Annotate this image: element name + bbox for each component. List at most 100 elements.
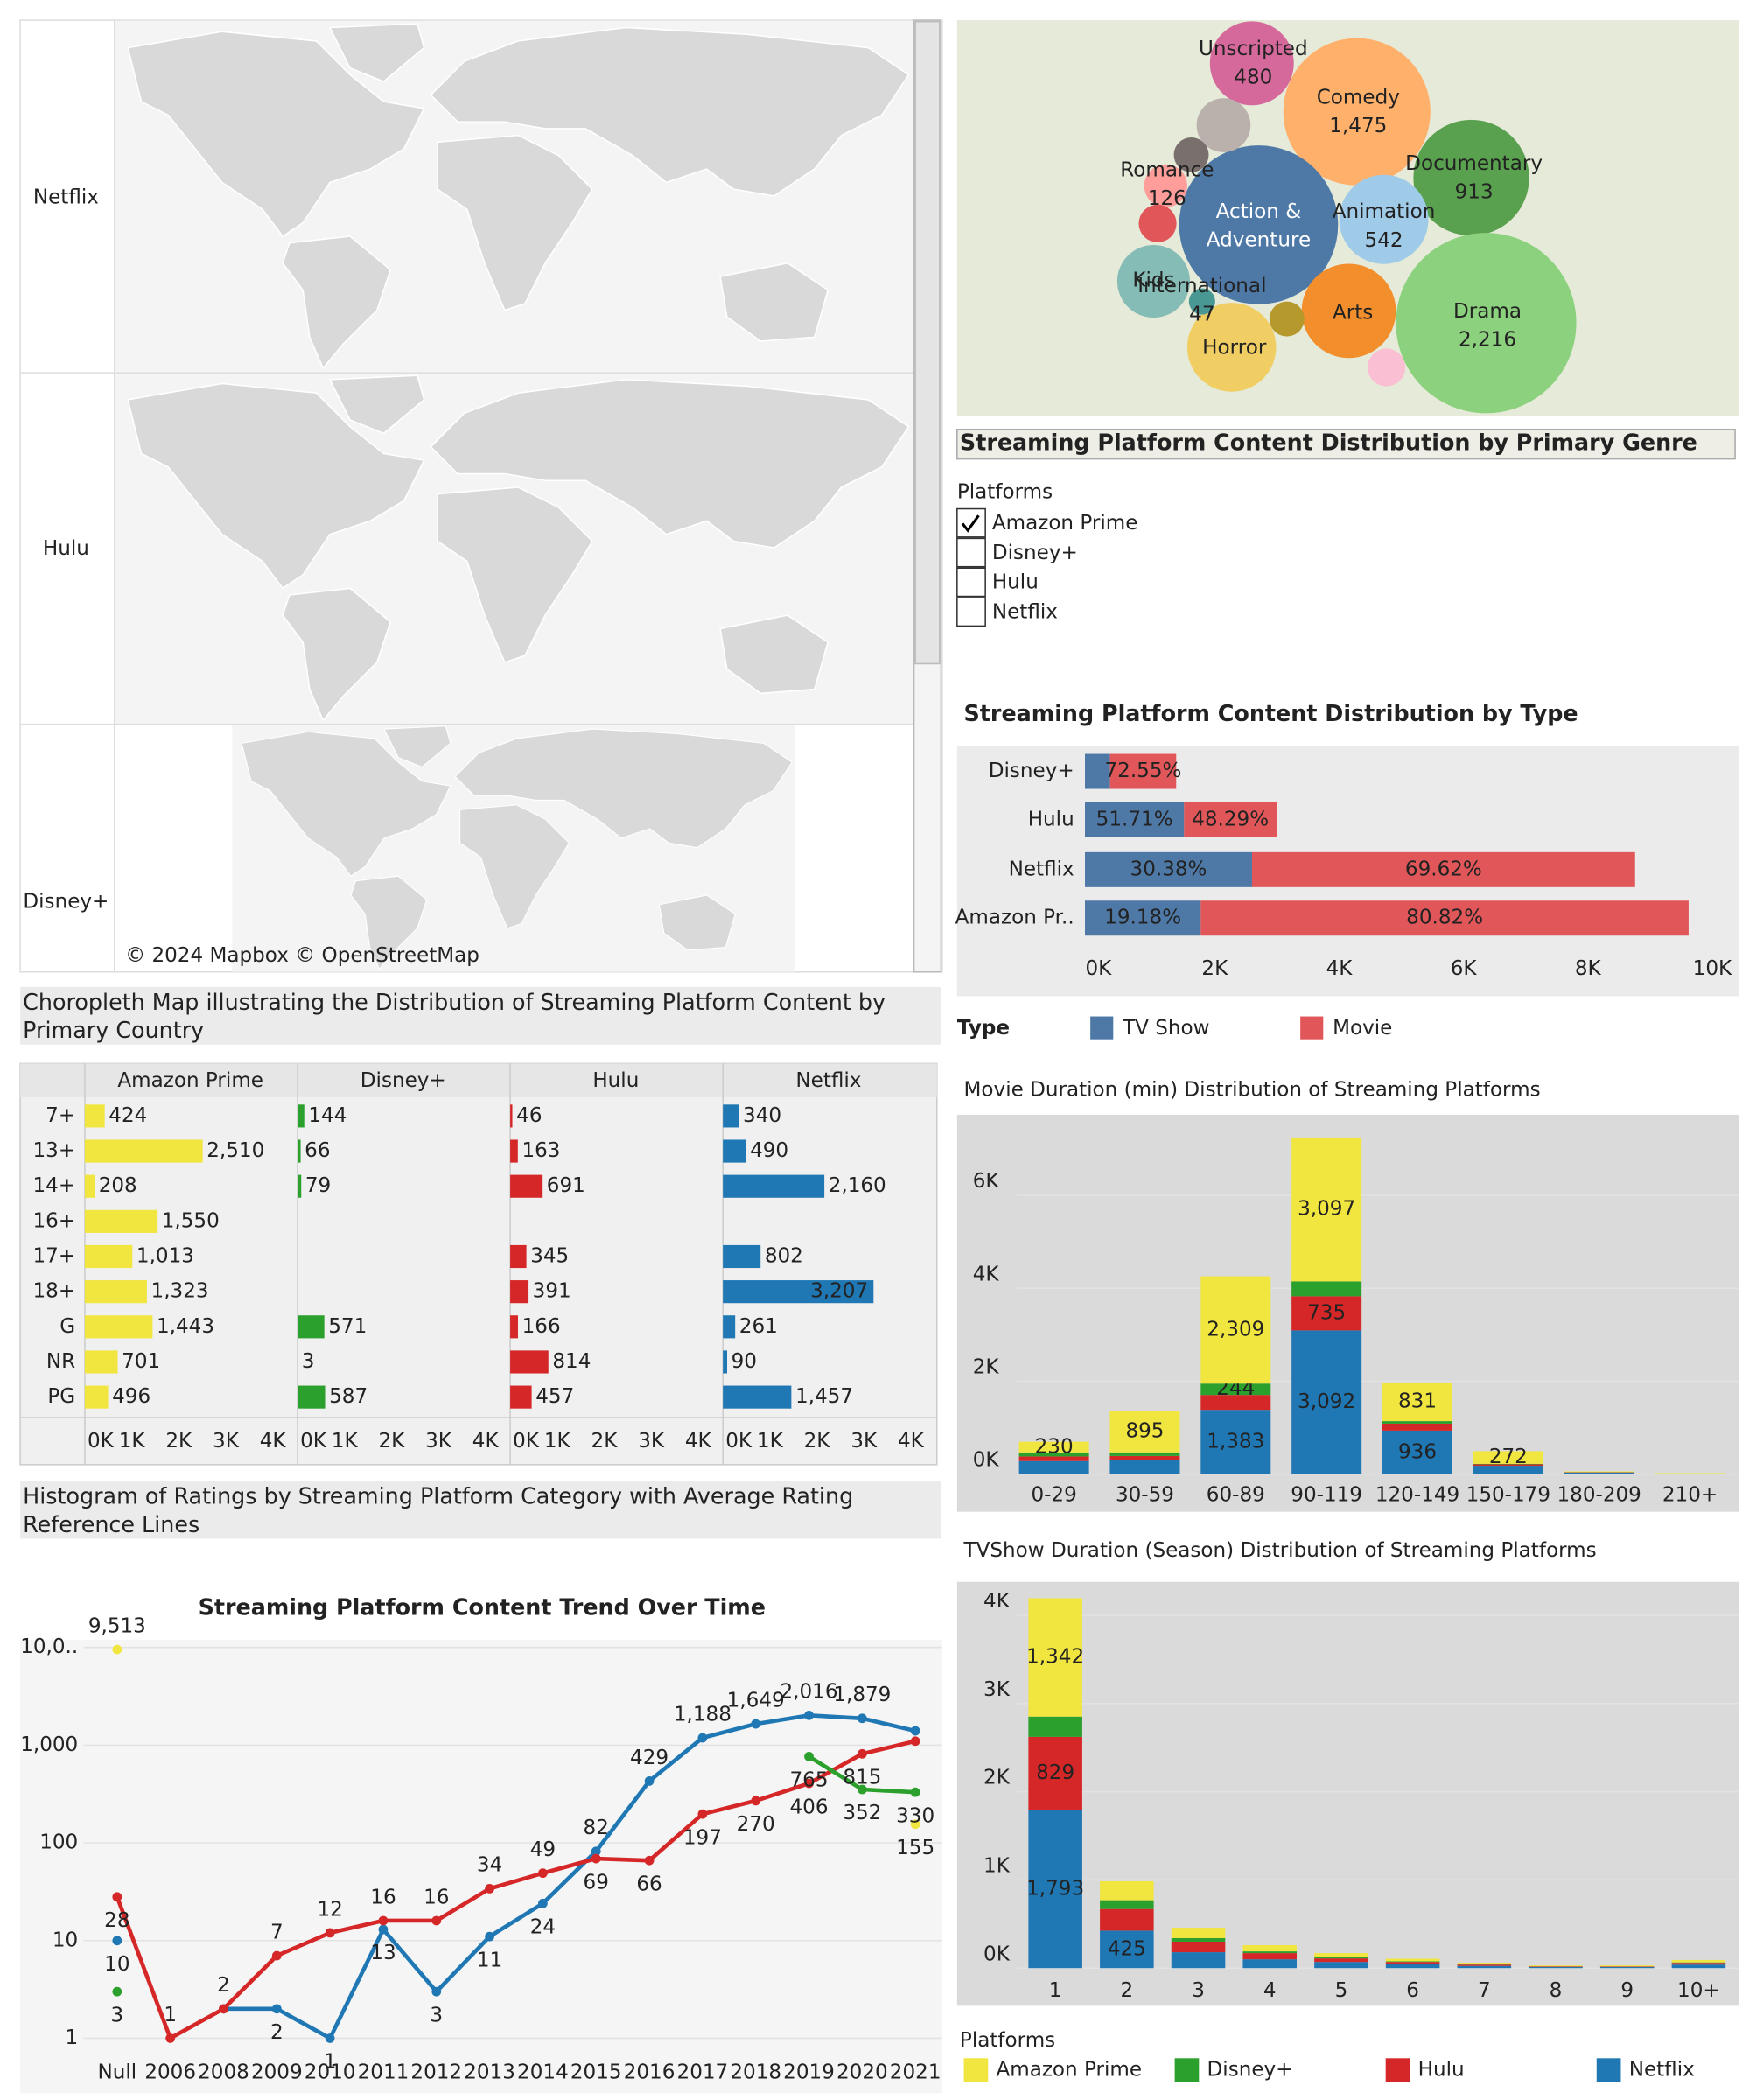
filter-option[interactable]: Amazon Prime: [956, 508, 1138, 538]
y-tick-label: 0K: [973, 1449, 1000, 1472]
bar-segment: [1085, 900, 1201, 936]
panel-header: Netflix: [795, 1069, 861, 1092]
checkbox[interactable]: [956, 567, 986, 598]
bar-segment: [1018, 1460, 1089, 1474]
bar-segment: [1028, 1716, 1082, 1737]
x-tick-label: 2006: [144, 2062, 196, 2084]
bar-label: 30.38%: [1130, 858, 1208, 880]
bubble-label-box: Romance: [1120, 158, 1214, 182]
bar-segment: [1200, 1410, 1271, 1474]
checkbox[interactable]: [956, 597, 986, 627]
checkbox[interactable]: [956, 537, 986, 568]
bubble: [1173, 136, 1209, 172]
point: [112, 1644, 122, 1655]
row-label: 17+: [32, 1245, 75, 1268]
bar-segment: [1171, 1928, 1226, 1938]
bubble-label-box: Animation: [1332, 199, 1436, 224]
x-tick-label: 4: [1264, 1979, 1277, 2002]
bubble-label: Action & Adventure: [1206, 199, 1312, 252]
panel-header: Amazon Prime: [117, 1069, 263, 1092]
x-tick-label: 2013: [464, 2062, 515, 2084]
bar: [84, 1139, 203, 1163]
row-label: 7+: [46, 1104, 75, 1127]
x-tick-label: 2017: [677, 2062, 729, 2084]
bar-segment: [1457, 1963, 1512, 1964]
panel-label: Netflix: [33, 186, 99, 209]
bubble-value: 2,216: [1459, 329, 1516, 352]
filter-label: Amazon Prime: [992, 512, 1138, 535]
plot-bg: [956, 1581, 1740, 2006]
point: [538, 1898, 548, 1908]
row-label: PG: [47, 1385, 75, 1408]
point: [910, 1736, 920, 1746]
bar-segment: [1251, 851, 1635, 887]
point: [910, 1787, 920, 1797]
bubble-value: 480: [1234, 66, 1272, 89]
filter-label: Disney+: [992, 542, 1078, 564]
point: [644, 1855, 654, 1866]
line: [115, 1739, 916, 2041]
bar-segment: [1314, 1958, 1368, 1963]
bar-segment: [1671, 1962, 1726, 1964]
x-tick-label: 2K: [378, 1430, 405, 1452]
filter-option[interactable]: Netflix: [956, 597, 1058, 627]
bar-segment: [1200, 900, 1689, 936]
x-tick-label: 8: [1550, 1979, 1563, 2002]
legend-label: Movie: [1333, 1017, 1392, 1040]
bubble-label: Animation: [1332, 199, 1436, 224]
bubble: [1301, 263, 1396, 359]
bubble-label-box: Arts: [1332, 300, 1374, 325]
x-tick-label: 150-179: [1466, 1484, 1550, 1507]
data-label: 49: [530, 1838, 556, 1861]
y-tick-label: Amazon Pr..: [956, 906, 1074, 929]
data-label: 12: [317, 1898, 342, 1921]
data-label: 10: [104, 1953, 130, 1976]
bar-segment: [1110, 1452, 1180, 1456]
filter-option[interactable]: Disney+: [956, 537, 1078, 568]
bubble-value: 542: [1365, 229, 1404, 252]
x-tick-label: 10+: [1677, 1979, 1720, 2002]
x-tick-label: 0K: [1085, 957, 1112, 980]
bar-segment: [1110, 1460, 1180, 1474]
bar-segment: [1473, 1466, 1544, 1474]
y-tick-label: 2K: [984, 1767, 1011, 1789]
bar-segment: [1242, 1959, 1297, 1969]
x-tick-label: 4K: [685, 1430, 712, 1452]
bar: [84, 1280, 147, 1304]
bar-label: 272: [1489, 1446, 1528, 1468]
row-label: G: [60, 1315, 75, 1338]
x-tick-label: 6: [1406, 1979, 1419, 2002]
y-tick-label: Disney+: [989, 760, 1074, 782]
bar-segment: [1600, 1967, 1655, 1969]
data-label: 352: [843, 1802, 881, 1824]
point: [751, 1718, 761, 1729]
x-tick-label: 1K: [757, 1430, 784, 1452]
legend-swatch: [1385, 2058, 1410, 2082]
chart-title-box: Histogram of Ratings by Streaming Platfo…: [20, 1480, 942, 1539]
x-tick-label: 180-209: [1558, 1484, 1642, 1507]
bar-label: 802: [765, 1245, 803, 1268]
scrollbar-thumb[interactable]: [914, 20, 941, 665]
point: [910, 1819, 920, 1830]
data-label: 2: [270, 2021, 284, 2044]
point: [644, 1776, 654, 1786]
bar-label: 3,097: [1298, 1198, 1355, 1221]
bar: [84, 1315, 153, 1339]
bar-segment: [1100, 1900, 1154, 1909]
row-label: 18+: [32, 1280, 75, 1303]
row-label: 13+: [32, 1139, 75, 1162]
x-tick-label: 9: [1620, 1979, 1634, 2002]
bar: [510, 1244, 527, 1269]
data-label: 82: [584, 1816, 609, 1839]
x-tick-label: 2012: [410, 2062, 462, 2084]
x-tick-label: 3: [1192, 1979, 1205, 2002]
data-label: 7: [270, 1921, 284, 1943]
filter-option[interactable]: Hulu: [956, 567, 1039, 598]
bar: [723, 1174, 825, 1198]
y-tick-label: Netflix: [1009, 858, 1074, 880]
bubble-label: Arts: [1332, 300, 1374, 325]
bar-label: 3: [302, 1350, 315, 1373]
checkbox[interactable]: [956, 508, 986, 538]
bar-label: 936: [1398, 1440, 1437, 1463]
bubble-label: Comedy: [1316, 84, 1400, 109]
